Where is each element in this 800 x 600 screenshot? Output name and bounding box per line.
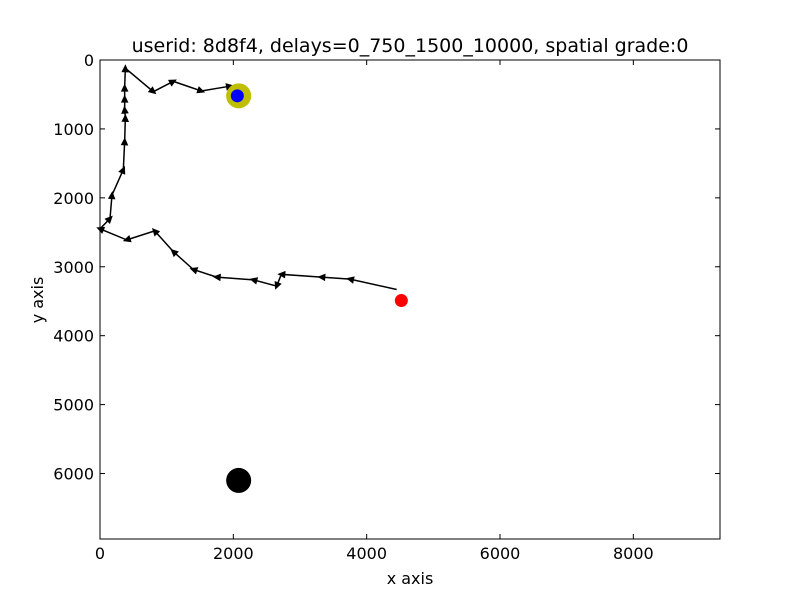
- y-tick-label: 1000: [53, 120, 94, 139]
- path-arrow: [121, 113, 130, 122]
- path-arrow: [96, 226, 106, 234]
- path-arrow: [104, 215, 113, 225]
- path-arrow: [122, 235, 132, 243]
- x-tick-label: 2000: [213, 544, 254, 563]
- y-tick-label: 6000: [53, 465, 94, 484]
- path-arrow: [212, 273, 221, 282]
- y-tick-label: 4000: [53, 327, 94, 346]
- plot-area: [96, 64, 408, 493]
- path-arrow: [189, 267, 199, 275]
- x-tick-label: 8000: [613, 544, 654, 563]
- x-tick-label: 4000: [346, 544, 387, 563]
- path-arrow: [249, 277, 259, 285]
- y-tick-label: 3000: [53, 258, 94, 277]
- path-arrow: [120, 94, 129, 103]
- y-axis-label: y axis: [28, 277, 47, 324]
- path-arrow: [121, 105, 129, 114]
- path-arrow: [120, 137, 129, 146]
- path-arrow: [170, 248, 179, 258]
- start-marker: [394, 294, 408, 308]
- x-tick-label: 0: [95, 544, 105, 563]
- path-arrow: [277, 270, 286, 279]
- path-arrow: [107, 191, 116, 200]
- y-tick-label: 0: [84, 51, 94, 70]
- path-arrow: [317, 273, 326, 282]
- path-arrow: [120, 83, 129, 92]
- y-tick-label: 5000: [53, 396, 94, 415]
- path-arrow: [118, 165, 126, 175]
- path-arrow: [274, 280, 282, 290]
- path-arrow: [196, 86, 206, 94]
- path-arrow: [147, 86, 157, 95]
- reference-marker: [226, 467, 252, 493]
- y-tick-label: 2000: [53, 189, 94, 208]
- path-arrow: [151, 227, 161, 237]
- path-arrow: [225, 83, 234, 91]
- axes-ticks: 0 2000 4000 6000 8000 0 1000 2000 3000 4000 5000 60…: [53, 51, 720, 563]
- plot-frame: [99, 59, 721, 540]
- end-marker: [230, 89, 244, 103]
- path-arrow: [168, 79, 177, 87]
- x-tick-label: 6000: [480, 544, 521, 563]
- x-axis-label: x axis: [387, 569, 434, 588]
- chart-title: userid: 8d8f4, delays=0_750_1500_10000, …: [132, 35, 689, 57]
- path-arrow: [346, 276, 355, 284]
- path-arrow: [121, 64, 129, 73]
